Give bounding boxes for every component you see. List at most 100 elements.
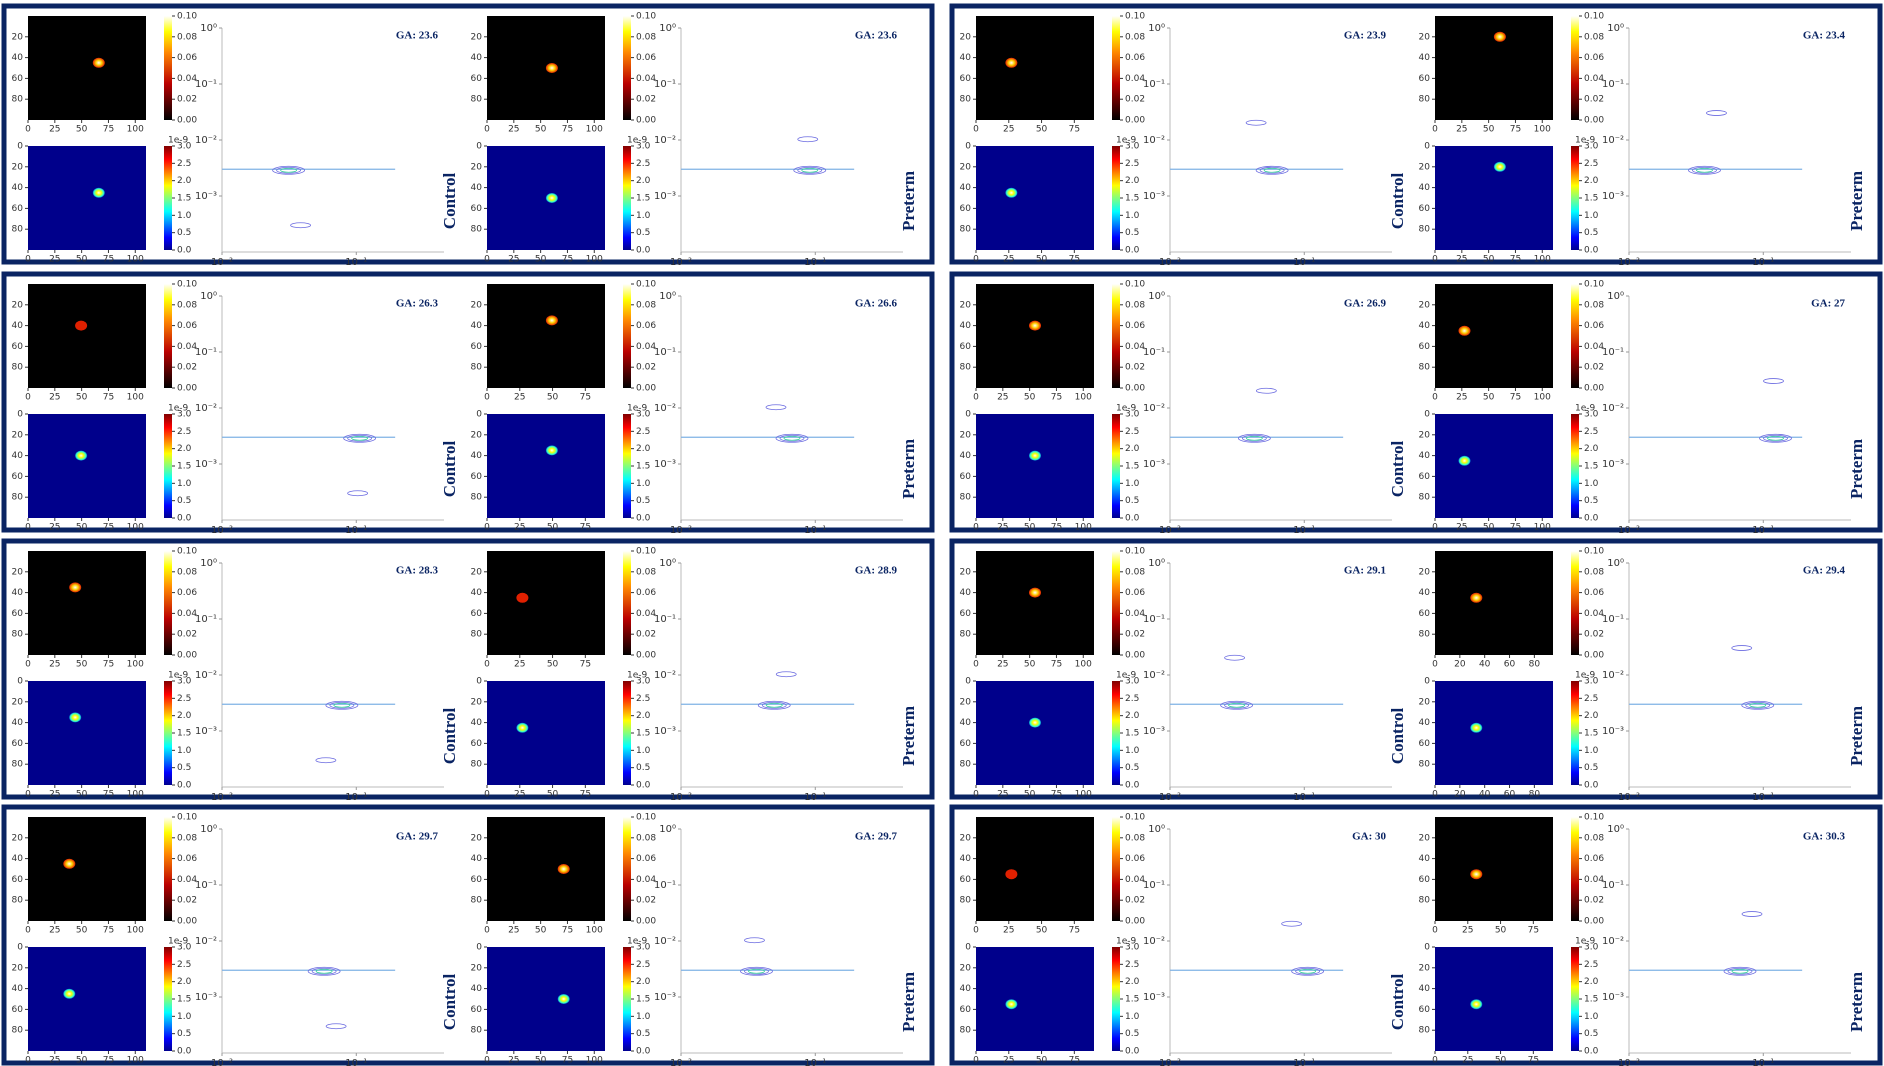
colorbar-tick-label: 0.04 [636,609,656,619]
subfigure: 0 25 50 75 100 20 40 60 80 0 25 50 75 100 0 20 40 60 80 0.0… [12,547,459,804]
x-tick-label: 75 [1051,523,1062,533]
x-tick-label: 50 [1036,1056,1048,1066]
ga-label: GA: 29.1 [1344,565,1386,577]
x-tick-label: 100 [127,926,144,936]
colorbar-tick-label: 0.04 [1125,74,1145,84]
x-tick-label: 75 [562,125,573,135]
contour [801,167,819,173]
blob [1029,587,1041,598]
x-tick-label: 100 [127,1056,144,1066]
y-tick-label: 60 [960,342,972,352]
y-tick-label: 80 [1419,1026,1431,1036]
colorbar-tick-label: 2.0 [636,977,651,987]
density-map [28,414,146,518]
x-tick-label: 100 [1075,660,1092,670]
x-tick-label: 75 [103,660,114,670]
y-tick-label: 80 [471,896,483,906]
x-tick-label: 50 [1483,255,1495,265]
y-tick-label: 10⁻³ [654,459,676,470]
contour [1263,167,1281,173]
x-tick-label: 100 [127,790,144,800]
colorbar-tick-label: 2.5 [1584,159,1598,169]
y-tick-label: 0 [965,677,971,687]
y-tick-label: 0 [476,142,482,152]
y-tick-label: 80 [1419,493,1431,503]
x-tick-label: 50 [1036,926,1048,936]
contour [1731,968,1749,974]
y-tick-label: 60 [471,739,483,749]
x-tick-label: 0 [484,523,490,533]
y-tick-label: 0 [1424,677,1430,687]
x-tick-label: 75 [103,255,114,265]
contour [276,166,302,174]
y-tick-label: 10⁰ [200,23,217,34]
colorbar [623,551,631,655]
colorbar-tick-label: 0.04 [636,74,656,84]
colorbar-tick-label: 0.04 [1584,342,1604,352]
colorbar-tick-label: 1.5 [1125,729,1139,739]
y-tick-label: 10⁰ [659,291,676,302]
x-tick-label: 100 [127,660,144,670]
y-tick-label: 60 [471,74,483,84]
contour [1228,702,1246,708]
y-tick-label: 10⁻³ [195,992,217,1003]
y-tick-label: 10⁻¹ [654,347,676,358]
density-map [487,947,605,1051]
colorbar-tick-label: 0.02 [1584,363,1604,373]
colorbar-tick-label: 2.0 [177,176,192,186]
density-map [976,947,1094,1051]
colorbar-tick-label: 0.5 [636,1029,650,1039]
y-tick-label: 80 [12,225,24,235]
x-tick-label: 25 [49,255,60,265]
y-tick-label: 20 [960,833,972,843]
y-tick-label: 60 [471,1005,483,1015]
group-label: Control [440,173,459,230]
contour [775,671,797,678]
colorbar-tick-label: 2.5 [1125,694,1139,704]
y-tick-label: 60 [1419,609,1431,619]
colorbar-tick-label: 0.08 [177,833,197,843]
x-tick-label: 25 [49,125,60,135]
blob [1005,999,1018,1010]
y-tick-label: 20 [960,697,972,707]
y-tick-label: 40 [960,183,972,193]
density-map [976,414,1094,518]
colorbar-tick-label: 0.02 [177,95,197,105]
x-tick-label: 0 [1432,790,1438,800]
colorbar-tick-label: 1.0 [177,479,192,489]
colorbar-multiplier: 1e-9 [168,136,189,146]
y-tick-label: 10⁻³ [1143,992,1165,1003]
x-tick-label: 10⁻¹ [1293,257,1315,268]
contour [1759,433,1792,443]
x-tick-label: 25 [514,790,525,800]
x-tick-label: 75 [103,125,114,135]
x-tick-label: 100 [127,125,144,135]
y-tick-label: 10⁻¹ [1602,79,1624,90]
colorbar [1112,414,1120,518]
colorbar-tick-label: 1.5 [177,729,191,739]
colorbar-tick-label: 0.02 [636,896,656,906]
y-tick-label: 10⁻³ [654,726,676,737]
group-label: Control [1388,974,1407,1031]
contour [311,967,337,975]
colorbar-tick-label: 0.00 [1125,917,1145,927]
x-tick-label: 50 [76,523,88,533]
ga-label: GA: 29.4 [1803,565,1846,577]
x-tick-label: 0 [25,393,31,403]
colorbar-tick-label: 1.5 [1584,995,1598,1005]
contour [1745,701,1771,709]
x-tick-label: 50 [1024,660,1036,670]
colorbar-tick-label: 0.06 [636,53,656,63]
colorbar [1112,817,1120,921]
y-tick-label: 80 [471,225,483,235]
x-tick-label: 100 [1534,125,1551,135]
x-tick-label: 50 [1483,523,1495,533]
y-tick-label: 20 [960,32,972,42]
y-tick-label: 0 [17,410,23,420]
y-tick-label: 10⁰ [200,291,217,302]
x-tick-label: 75 [580,790,591,800]
panel: 0 25 50 75 100 20 40 60 80 0 25 50 75 100 0 20 40 60 80 0.0… [949,538,1883,803]
colorbar-tick-label: 0.04 [636,875,656,885]
x-tick-label: 25 [49,523,60,533]
y-tick-label: 60 [471,609,483,619]
